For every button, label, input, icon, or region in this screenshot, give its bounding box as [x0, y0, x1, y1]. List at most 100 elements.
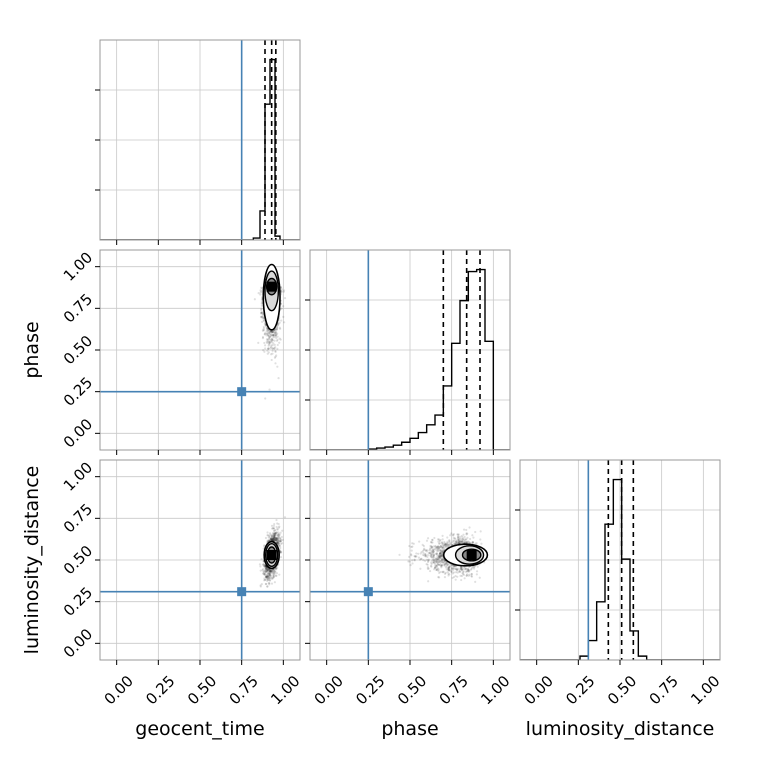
sample-point	[432, 549, 435, 552]
sample-point	[439, 556, 443, 560]
sample-point	[445, 545, 448, 548]
sample-point	[436, 547, 439, 550]
sample-point	[447, 544, 450, 547]
sample-point	[270, 538, 273, 541]
sample-point	[458, 539, 461, 542]
sample-point	[441, 564, 444, 567]
sample-point	[271, 527, 274, 530]
sample-point	[257, 341, 260, 344]
sample-point	[448, 539, 451, 542]
sample-point	[458, 570, 461, 573]
sample-point	[265, 574, 268, 577]
sample-point	[269, 537, 272, 540]
sample-point	[450, 570, 453, 573]
sample-point	[270, 533, 273, 537]
y-tick-label-luminosity_distance: 0.25	[60, 583, 96, 619]
sample-point	[439, 561, 442, 564]
sample-point	[460, 540, 464, 543]
sample-point	[430, 546, 434, 549]
sample-point	[271, 347, 274, 350]
sample-point	[437, 540, 440, 543]
sample-point	[457, 538, 460, 542]
sample-point	[463, 538, 466, 541]
sample-point	[430, 553, 433, 557]
sample-point	[264, 569, 267, 573]
sample-point	[462, 567, 465, 571]
sample-point	[276, 527, 279, 530]
sample-point	[268, 332, 271, 335]
sample-point	[269, 569, 272, 572]
sample-point	[460, 534, 463, 538]
y-axis-label-luminosity-distance: luminosity_distance	[21, 466, 43, 655]
sample-point	[422, 544, 425, 548]
sample-point	[273, 535, 276, 538]
sample-point	[265, 334, 268, 337]
sample-point	[439, 551, 443, 554]
sample-point	[413, 559, 416, 562]
sample-point	[262, 572, 265, 575]
sample-point	[266, 575, 270, 578]
sample-point	[457, 540, 460, 543]
density-peak	[466, 550, 477, 560]
sample-point	[265, 582, 268, 586]
sample-point	[436, 558, 440, 561]
sample-point	[272, 535, 276, 538]
sample-point	[430, 565, 433, 568]
sample-point	[466, 532, 469, 535]
sample-point	[439, 551, 442, 555]
x-tick-label-geocent_time: 1.00	[267, 672, 303, 708]
sample-point	[268, 582, 271, 585]
sample-point	[267, 575, 271, 578]
sample-point	[448, 565, 451, 568]
sample-point	[277, 538, 280, 541]
sample-point	[276, 539, 279, 542]
sample-point	[466, 536, 469, 539]
sample-point	[272, 537, 275, 540]
sample-point	[459, 567, 462, 570]
sample-point	[424, 554, 427, 557]
x-tick-label-geocent_time: 0.25	[142, 672, 178, 708]
sample-point	[460, 568, 464, 571]
y-tick-label-phase: 1.00	[60, 248, 96, 284]
sample-point	[455, 568, 458, 571]
sample-point	[278, 525, 281, 528]
sample-point	[430, 561, 433, 564]
sample-point	[276, 537, 280, 540]
sample-point	[417, 552, 420, 555]
sample-point	[281, 529, 284, 532]
sample-point	[458, 570, 461, 573]
sample-point	[277, 542, 281, 545]
sample-point	[264, 566, 267, 569]
sample-point	[266, 328, 269, 331]
sample-point	[274, 570, 277, 574]
sample-point	[455, 540, 458, 543]
sample-point	[271, 570, 275, 573]
sample-point	[267, 347, 270, 350]
sample-point	[441, 534, 444, 537]
y-tick-label-phase: 0.25	[60, 373, 96, 409]
sample-point	[276, 324, 279, 327]
sample-point	[439, 556, 442, 559]
sample-point	[268, 343, 271, 346]
sample-point	[459, 567, 463, 570]
sample-point	[265, 567, 268, 570]
sample-point	[437, 545, 440, 549]
sample-point	[262, 325, 265, 329]
sample-point	[430, 550, 433, 553]
sample-point	[280, 539, 283, 542]
sample-point	[441, 546, 444, 549]
sample-point	[266, 577, 269, 580]
x-axis-label-phase: phase	[381, 718, 438, 740]
sample-point	[269, 347, 272, 350]
sample-point	[475, 570, 479, 573]
sample-point	[447, 544, 450, 547]
sample-point	[438, 571, 441, 575]
sample-point	[265, 576, 268, 579]
sample-point	[436, 538, 440, 541]
x-tick-label-phase: 1.00	[477, 672, 513, 708]
sample-point	[467, 574, 470, 577]
sample-point	[263, 544, 266, 547]
sample-point	[424, 555, 427, 558]
sample-point	[408, 555, 411, 558]
sample-point	[415, 555, 418, 558]
